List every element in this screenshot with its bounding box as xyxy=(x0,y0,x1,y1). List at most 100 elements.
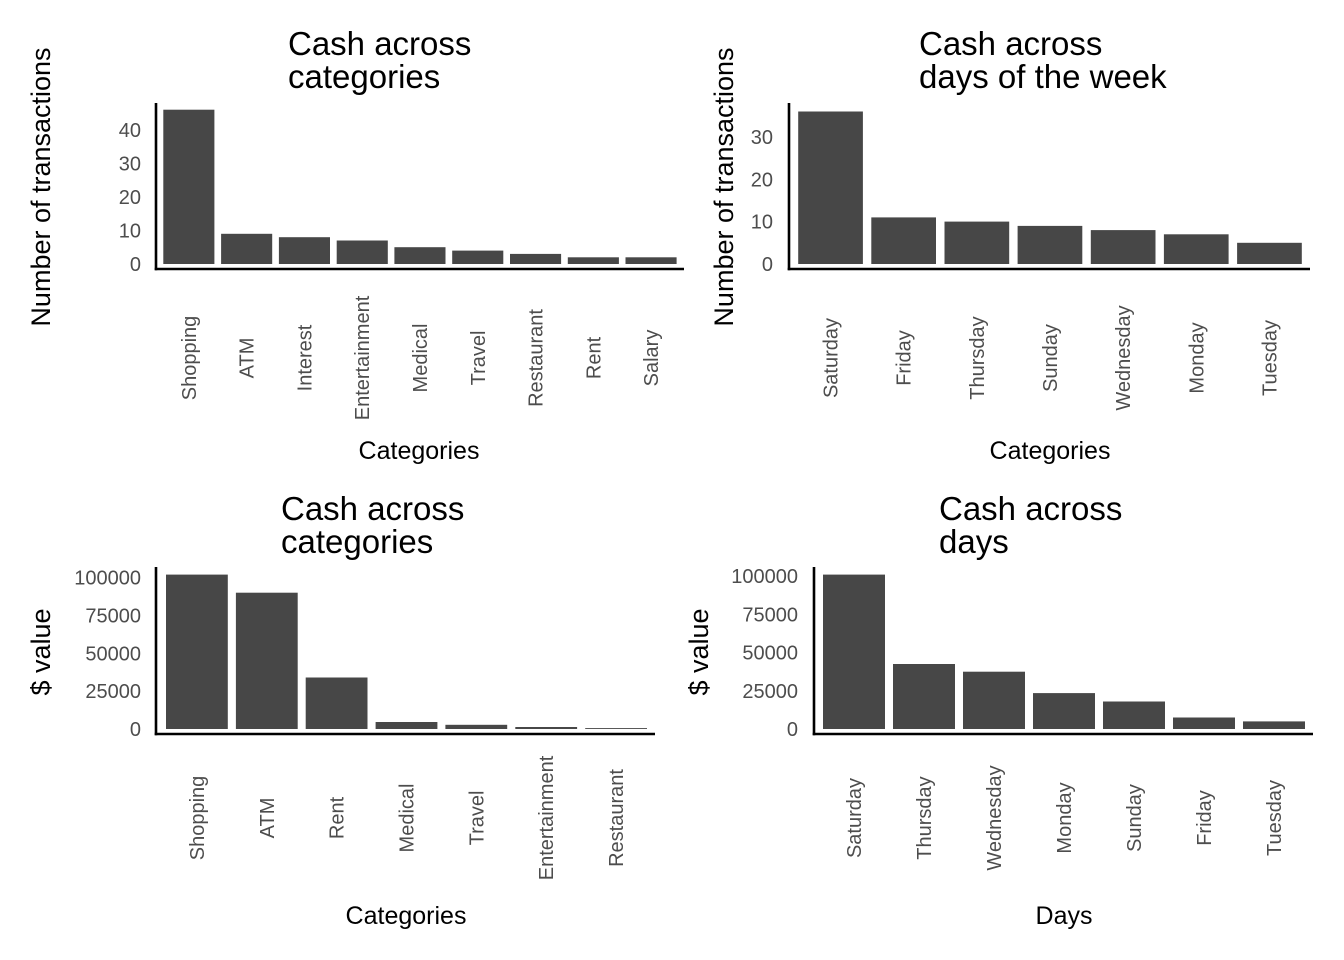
x-tick-label: Rent xyxy=(583,336,605,379)
bar-entertainment xyxy=(515,727,578,729)
y-tick-label: 75000 xyxy=(742,604,798,626)
y-axis-label: Number of transactions xyxy=(709,47,739,326)
bar-thursday xyxy=(893,664,955,729)
bar-atm xyxy=(221,233,273,264)
x-tick-label: Sunday xyxy=(1040,324,1062,392)
x-axis-label: Days xyxy=(1036,902,1093,930)
y-tick-label: 0 xyxy=(787,719,798,741)
x-tick-label: Monday xyxy=(1186,322,1208,393)
x-tick-label: Thursday xyxy=(914,776,936,859)
bar-restaurant xyxy=(510,253,562,264)
x-tick-label: Tuesday xyxy=(1259,320,1281,396)
bar-rent xyxy=(567,257,619,264)
x-tick-label: Tuesday xyxy=(1264,780,1286,856)
bar-interest xyxy=(278,237,330,264)
y-tick-label: 75000 xyxy=(85,605,141,627)
chart-title-line: Cash across xyxy=(919,25,1102,62)
x-tick-label: Saturday xyxy=(821,318,843,398)
x-tick-label: Restaurant xyxy=(526,309,548,407)
x-tick-label: ATM xyxy=(237,338,259,379)
y-tick-label: 0 xyxy=(130,719,141,741)
y-tick-label: 30 xyxy=(119,153,141,175)
bar-restaurant xyxy=(585,728,647,729)
x-tick-label: Medical xyxy=(397,784,419,853)
chart-title: Cash across days xyxy=(939,490,1122,560)
bar-saturday xyxy=(823,574,885,729)
y-tick-label: 10 xyxy=(751,212,773,234)
x-tick-label: Restaurant xyxy=(606,769,628,867)
chart-title-line: categories xyxy=(281,523,433,560)
y-tick-label: 25000 xyxy=(85,681,141,703)
x-tick-label: Sunday xyxy=(1124,784,1146,852)
chart-title-line: Cash across xyxy=(939,490,1122,527)
bar-sunday xyxy=(1017,225,1083,264)
bar-medical xyxy=(394,247,446,264)
panel-value-by-day: Cash across days 0 25000 50000 75000 100000 Sat… xyxy=(684,490,1313,930)
y-tick-label: 50000 xyxy=(742,643,798,665)
x-tick-label: Monday xyxy=(1054,782,1076,853)
bar-travel xyxy=(452,250,504,264)
x-tick-label: Friday xyxy=(1194,790,1216,846)
bar-shopping xyxy=(163,109,215,264)
bar-atm xyxy=(235,592,298,729)
y-axis-label: $ value xyxy=(684,608,714,695)
bar-travel xyxy=(445,724,508,729)
x-axis-label: Categories xyxy=(990,437,1111,465)
y-axis-label: $ value xyxy=(26,608,56,695)
bar-medical xyxy=(375,722,438,729)
y-tick-label: 10 xyxy=(119,221,141,243)
bar-wednesday xyxy=(963,671,1025,729)
y-tick-label: 20 xyxy=(751,169,773,191)
bar-monday xyxy=(1163,234,1229,264)
y-tick-label: 100000 xyxy=(74,568,141,590)
x-tick-label: Medical xyxy=(410,324,432,393)
panel-value-by-category: Cash across categories 0 25000 50000 75000 100… xyxy=(26,490,655,930)
bar-tuesday xyxy=(1243,721,1305,729)
bar-wednesday xyxy=(1090,230,1156,264)
bar-saturday xyxy=(798,111,863,264)
x-tick-label: Thursday xyxy=(967,316,989,399)
chart-title: Cash across days of the week xyxy=(919,25,1167,95)
y-tick-label: 25000 xyxy=(742,681,798,703)
chart-title: Cash across categories xyxy=(288,25,471,95)
x-tick-label: Entertainment xyxy=(352,295,374,420)
bar-sunday xyxy=(1103,701,1165,729)
bar-monday xyxy=(1033,693,1095,729)
y-tick-label: 0 xyxy=(762,254,773,276)
x-tick-label: Wednesday xyxy=(984,765,1006,870)
x-tick-label: Entertainment xyxy=(536,755,558,880)
y-tick-label: 30 xyxy=(751,127,773,149)
chart-title-line: Cash across xyxy=(288,25,471,62)
bar-shopping xyxy=(166,574,228,729)
x-tick-label: Travel xyxy=(468,331,490,386)
bar-tuesday xyxy=(1237,242,1302,264)
chart-title: Cash across categories xyxy=(281,490,464,560)
bar-salary xyxy=(625,257,677,264)
x-tick-label: Shopping xyxy=(187,776,209,861)
y-tick-label: 100000 xyxy=(731,566,798,588)
y-tick-label: 40 xyxy=(119,120,141,142)
bar-thursday xyxy=(944,221,1010,264)
x-tick-label: Rent xyxy=(327,796,349,839)
y-tick-label: 0 xyxy=(130,254,141,276)
x-tick-label: Shopping xyxy=(179,316,201,401)
panel-count-by-day: Cash across days of the week 0 10 20 30 Saturd… xyxy=(709,25,1310,465)
bar-friday xyxy=(1173,717,1235,729)
x-tick-label: Travel xyxy=(466,791,488,846)
panel-count-by-category: Cash across categories 0 10 20 30 40 Shopping AT… xyxy=(26,25,684,465)
y-tick-label: 20 xyxy=(119,187,141,209)
bar-rent xyxy=(305,677,368,729)
x-axis-label: Categories xyxy=(346,902,467,930)
x-tick-label: Interest xyxy=(294,324,316,391)
bar-friday xyxy=(871,217,936,264)
chart-title-line: categories xyxy=(288,58,440,95)
chart-title-line: days xyxy=(939,523,1009,560)
x-tick-label: ATM xyxy=(257,798,279,839)
x-axis-label: Categories xyxy=(359,437,480,465)
x-tick-label: Wednesday xyxy=(1113,305,1135,410)
x-tick-label: Friday xyxy=(894,330,916,386)
x-tick-label: Saturday xyxy=(844,778,866,858)
bar-entertainment xyxy=(336,240,388,264)
chart-title-line: Cash across xyxy=(281,490,464,527)
